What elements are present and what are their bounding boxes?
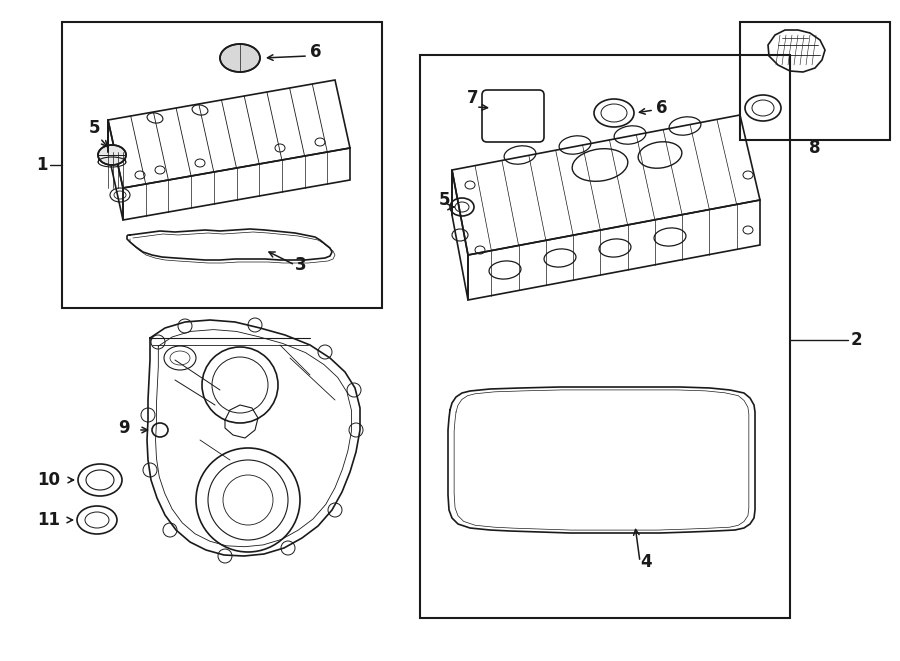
Ellipse shape [98,145,126,165]
Ellipse shape [220,44,260,72]
Text: 9: 9 [119,419,130,437]
Bar [62,22,382,308]
Text: 7: 7 [466,89,478,107]
Text: 11: 11 [37,511,60,529]
Text: 1: 1 [36,156,48,174]
Text: 3: 3 [295,256,307,274]
Text: 5: 5 [89,119,101,137]
Bar [420,55,790,618]
Text: 6: 6 [310,43,321,61]
Text: 10: 10 [37,471,60,489]
Bar [740,22,890,140]
Text: 5: 5 [439,191,451,209]
Text: 8: 8 [809,139,821,157]
Text: 6: 6 [656,99,668,117]
Text: 4: 4 [640,553,652,571]
Text: 2: 2 [850,331,862,349]
